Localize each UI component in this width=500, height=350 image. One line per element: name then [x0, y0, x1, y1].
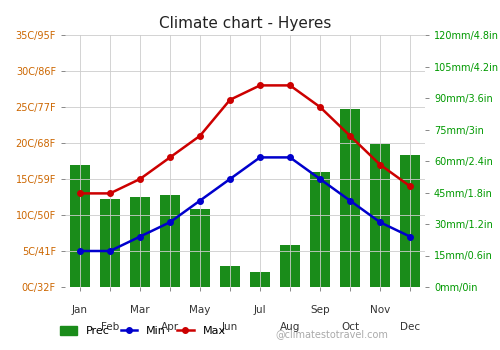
Legend: Prec, Min, Max: Prec, Min, Max — [56, 322, 230, 341]
Text: Apr: Apr — [161, 322, 179, 332]
Bar — [130, 197, 150, 287]
Text: Jan: Jan — [72, 304, 88, 315]
Text: Jul: Jul — [254, 304, 266, 315]
Text: Feb: Feb — [101, 322, 119, 332]
Text: Dec: Dec — [400, 322, 420, 332]
Bar — [250, 272, 270, 287]
Bar — [100, 199, 120, 287]
Text: Nov: Nov — [370, 304, 390, 315]
Title: Climate chart - Hyeres: Climate chart - Hyeres — [159, 16, 331, 31]
Text: @climatestotravel.com: @climatestotravel.com — [275, 329, 388, 340]
Bar — [370, 144, 390, 287]
Bar — [220, 266, 240, 287]
Bar — [310, 172, 330, 287]
Bar — [70, 165, 90, 287]
Text: Jun: Jun — [222, 322, 238, 332]
Text: Aug: Aug — [280, 322, 300, 332]
Text: May: May — [190, 304, 210, 315]
Bar — [340, 108, 360, 287]
Bar — [400, 155, 420, 287]
Bar — [160, 195, 180, 287]
Text: Sep: Sep — [310, 304, 330, 315]
Text: Oct: Oct — [341, 322, 359, 332]
Text: Mar: Mar — [130, 304, 150, 315]
Bar — [280, 245, 300, 287]
Bar — [190, 209, 210, 287]
